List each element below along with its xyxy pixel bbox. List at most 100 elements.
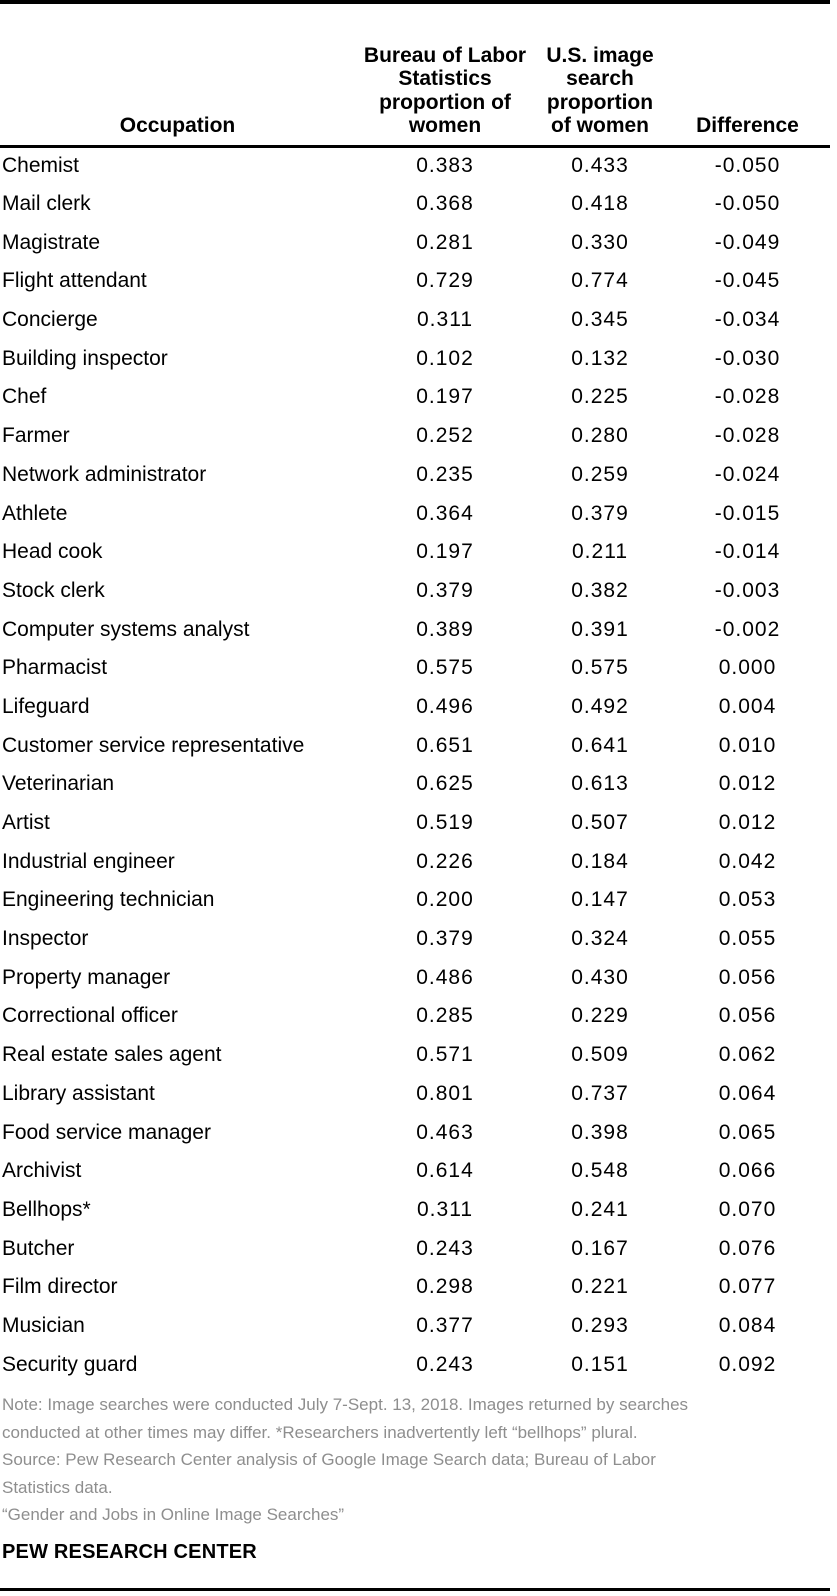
occupation-cell: Pharmacist bbox=[2, 656, 108, 680]
occupation-cell: Chemist bbox=[2, 154, 80, 178]
occupation-cell: Lifeguard bbox=[2, 694, 90, 718]
bls-proportion-cell: 0.235 bbox=[416, 462, 474, 486]
occupation-cell: Library assistant bbox=[2, 1081, 155, 1105]
table-row: Building inspector 0.102 0.132 -0.030 bbox=[0, 339, 830, 378]
difference-cell: -0.028 bbox=[714, 424, 781, 448]
table-header-row: Occupation Bureau of Labor Statistics pr… bbox=[0, 4, 830, 148]
image-search-proportion-cell: 0.391 bbox=[571, 617, 629, 641]
bls-proportion-cell: 0.252 bbox=[416, 424, 474, 448]
bls-proportion-cell: 0.368 bbox=[416, 192, 474, 216]
occupation-cell: Chef bbox=[2, 385, 47, 409]
bls-proportion-cell: 0.226 bbox=[416, 849, 474, 873]
image-search-proportion-cell: 0.280 bbox=[571, 424, 629, 448]
table-row: Chemist 0.383 0.433 -0.050 bbox=[0, 146, 830, 185]
occupation-cell: Inspector bbox=[2, 927, 89, 951]
bls-proportion-cell: 0.614 bbox=[416, 1159, 474, 1183]
col-header-difference: Difference bbox=[665, 4, 830, 148]
bls-proportion-cell: 0.486 bbox=[416, 965, 474, 989]
image-search-proportion-cell: 0.433 bbox=[571, 154, 629, 178]
image-search-proportion-cell: 0.613 bbox=[571, 772, 629, 796]
table-row: Inspector 0.379 0.324 0.055 bbox=[0, 920, 830, 959]
occupation-cell: Film director bbox=[2, 1275, 118, 1299]
occupation-cell: Athlete bbox=[2, 501, 68, 525]
table-row: Flight attendant 0.729 0.774 -0.045 bbox=[0, 262, 830, 301]
difference-cell: 0.076 bbox=[718, 1236, 777, 1260]
occupation-cell: Mail clerk bbox=[2, 192, 91, 216]
table-row: Athlete 0.364 0.379 -0.015 bbox=[0, 494, 830, 533]
image-search-proportion-cell: 0.507 bbox=[571, 811, 629, 835]
image-search-proportion-cell: 0.184 bbox=[571, 849, 629, 873]
col-header-image-search-proportion: U.S. image search proportion of women bbox=[535, 4, 665, 148]
gender-jobs-table: Occupation Bureau of Labor Statistics pr… bbox=[0, 4, 830, 1384]
image-search-proportion-cell: 0.548 bbox=[571, 1159, 629, 1183]
difference-cell: -0.050 bbox=[714, 192, 781, 216]
image-search-proportion-cell: 0.575 bbox=[571, 656, 629, 680]
difference-cell: 0.070 bbox=[718, 1197, 777, 1221]
bls-proportion-cell: 0.383 bbox=[416, 154, 474, 178]
occupation-cell: Head cook bbox=[2, 540, 103, 564]
image-search-proportion-cell: 0.293 bbox=[571, 1313, 629, 1337]
col-header-occupation: Occupation bbox=[0, 4, 355, 148]
image-search-proportion-cell: 0.641 bbox=[571, 733, 629, 757]
bls-proportion-cell: 0.651 bbox=[416, 733, 474, 757]
difference-cell: 0.065 bbox=[718, 1120, 777, 1144]
table-row: Pharmacist 0.575 0.575 0.000 bbox=[0, 649, 830, 688]
bls-proportion-cell: 0.389 bbox=[416, 617, 474, 641]
image-search-proportion-cell: 0.430 bbox=[571, 965, 629, 989]
difference-cell: -0.003 bbox=[714, 578, 781, 602]
table-row: Stock clerk 0.379 0.382 -0.003 bbox=[0, 572, 830, 611]
difference-cell: 0.000 bbox=[718, 656, 777, 680]
occupation-cell: Butcher bbox=[2, 1236, 75, 1260]
difference-cell: -0.034 bbox=[714, 308, 781, 332]
bls-proportion-cell: 0.281 bbox=[416, 230, 474, 254]
image-search-proportion-cell: 0.225 bbox=[571, 385, 629, 409]
occupation-cell: Flight attendant bbox=[2, 269, 147, 293]
occupation-cell: Stock clerk bbox=[2, 578, 105, 602]
pew-research-center-brand: PEW RESEARCH CENTER bbox=[2, 1541, 257, 1563]
difference-cell: 0.010 bbox=[718, 733, 777, 757]
bls-proportion-cell: 0.571 bbox=[416, 1043, 474, 1067]
table-row: Chef 0.197 0.225 -0.028 bbox=[0, 378, 830, 417]
occupation-cell: Archivist bbox=[2, 1159, 82, 1183]
image-search-proportion-cell: 0.774 bbox=[571, 269, 629, 293]
image-search-proportion-cell: 0.418 bbox=[571, 192, 629, 216]
image-search-proportion-cell: 0.132 bbox=[571, 346, 629, 370]
occupation-cell: Building inspector bbox=[2, 346, 168, 370]
image-search-proportion-cell: 0.492 bbox=[571, 694, 629, 718]
bls-proportion-cell: 0.729 bbox=[416, 269, 474, 293]
occupation-cell: Industrial engineer bbox=[2, 849, 175, 873]
table-row: Musician 0.377 0.293 0.084 bbox=[0, 1307, 830, 1346]
image-search-proportion-cell: 0.379 bbox=[571, 501, 629, 525]
difference-cell: 0.084 bbox=[718, 1313, 777, 1337]
table-row: Engineering technician 0.200 0.147 0.053 bbox=[0, 881, 830, 920]
table-row: Customer service representative 0.651 0.… bbox=[0, 726, 830, 765]
occupation-cell: Network administrator bbox=[2, 462, 207, 486]
bls-proportion-cell: 0.379 bbox=[416, 927, 474, 951]
table-row: Concierge 0.311 0.345 -0.034 bbox=[0, 301, 830, 340]
bls-proportion-cell: 0.200 bbox=[416, 888, 474, 912]
image-search-proportion-cell: 0.167 bbox=[571, 1236, 629, 1260]
image-search-proportion-cell: 0.147 bbox=[571, 888, 629, 912]
difference-cell: 0.092 bbox=[718, 1352, 777, 1376]
difference-cell: -0.050 bbox=[714, 154, 781, 178]
table-row: Artist 0.519 0.507 0.012 bbox=[0, 804, 830, 843]
bls-proportion-cell: 0.285 bbox=[416, 1004, 474, 1028]
image-search-proportion-cell: 0.211 bbox=[572, 540, 628, 564]
bls-proportion-cell: 0.496 bbox=[416, 694, 474, 718]
occupation-cell: Veterinarian bbox=[2, 772, 115, 796]
difference-cell: -0.024 bbox=[714, 462, 781, 486]
difference-cell: 0.066 bbox=[718, 1159, 777, 1183]
image-search-proportion-cell: 0.330 bbox=[571, 230, 629, 254]
difference-cell: 0.062 bbox=[718, 1043, 777, 1067]
table-row: Correctional officer 0.285 0.229 0.056 bbox=[0, 997, 830, 1036]
occupation-cell: Security guard bbox=[2, 1352, 138, 1376]
table-row: Head cook 0.197 0.211 -0.014 bbox=[0, 533, 830, 572]
image-search-proportion-cell: 0.345 bbox=[571, 308, 629, 332]
table-row: Network administrator 0.235 0.259 -0.024 bbox=[0, 456, 830, 495]
bls-proportion-cell: 0.364 bbox=[416, 501, 474, 525]
table-row: Farmer 0.252 0.280 -0.028 bbox=[0, 417, 830, 456]
difference-cell: 0.053 bbox=[718, 888, 777, 912]
bls-proportion-cell: 0.379 bbox=[416, 578, 474, 602]
table-row: Computer systems analyst 0.389 0.391 -0.… bbox=[0, 610, 830, 649]
footnote-text: Note: Image searches were conducted July… bbox=[2, 1395, 689, 1524]
